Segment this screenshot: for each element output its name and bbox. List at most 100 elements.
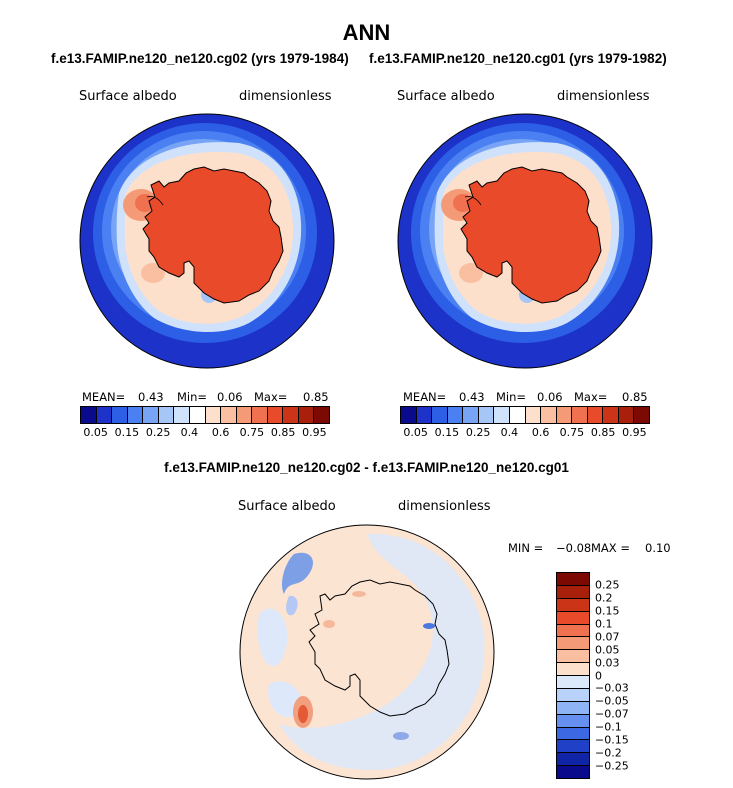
colorbar-swatch xyxy=(557,573,589,586)
colorbar-swatch xyxy=(81,407,97,423)
colorbar-tick-label: 0.75 xyxy=(559,426,585,439)
colorbar-swatch xyxy=(557,701,589,715)
colorbar-tick-label: 0.03 xyxy=(595,656,620,670)
colorbar-swatch xyxy=(587,407,604,423)
diff-max-label: MAX = xyxy=(591,541,630,555)
colorbar-swatch xyxy=(432,407,448,423)
colorbar-swatch xyxy=(221,407,237,423)
colorbar-tick-label: 0.05 xyxy=(595,643,620,657)
colorbar-swatch xyxy=(112,407,128,423)
diff-max-value: 0.10 xyxy=(645,541,671,555)
left-units-label: dimensionless xyxy=(239,89,332,104)
colorbar-tick-label: 0.6 xyxy=(211,426,230,439)
colorbar-tick-label: 0.05 xyxy=(83,426,108,439)
colorbar-swatch xyxy=(205,407,222,423)
left-variable-label: Surface albedo xyxy=(79,89,177,104)
colorbar-swatch xyxy=(127,407,144,423)
colorbar-swatch xyxy=(174,407,190,423)
colorbar-tick-label: −0.15 xyxy=(595,733,629,747)
colorbar-tick-label: 0.75 xyxy=(239,426,265,439)
left-mean-value: 0.43 xyxy=(138,390,164,404)
colorbar-tick-label: 0.4 xyxy=(180,426,199,439)
colorbar-tick-label: −0.2 xyxy=(595,746,622,760)
colorbar-tick-label: 0.25 xyxy=(595,578,620,592)
right-colorbar-labels: 0.05 0.15 0.25 0.4 0.6 0.75 0.85 0.95 xyxy=(400,426,650,440)
colorbar-swatch xyxy=(557,598,589,612)
colorbar-tick-label: 0.07 xyxy=(595,630,620,644)
colorbar-swatch xyxy=(557,740,589,754)
colorbar-swatch xyxy=(557,663,589,676)
figure-title: ANN xyxy=(342,20,391,45)
colorbar-tick-label: 0.15 xyxy=(595,604,620,618)
left-albedo-map xyxy=(79,113,335,369)
colorbar-swatch xyxy=(557,637,589,651)
colorbar-tick-label: 0.85 xyxy=(590,426,616,439)
right-mean-value: 0.43 xyxy=(459,390,485,404)
colorbar-swatch xyxy=(416,407,433,423)
colorbar-tick-label: 0.95 xyxy=(622,426,647,439)
colorbar-swatch xyxy=(557,766,589,778)
difference-map xyxy=(239,524,495,780)
colorbar-tick-label: 0.85 xyxy=(270,426,296,439)
right-albedo-map xyxy=(397,113,653,369)
colorbar-tick-label: −0.05 xyxy=(595,694,629,708)
colorbar-tick-label: −0.1 xyxy=(595,720,622,734)
colorbar-swatch xyxy=(236,407,253,423)
colorbar-swatch xyxy=(572,407,588,423)
colorbar-swatch xyxy=(158,407,175,423)
colorbar-swatch xyxy=(557,727,589,741)
colorbar-swatch xyxy=(634,407,649,423)
colorbar-swatch xyxy=(314,407,329,423)
colorbar-tick-label: 0 xyxy=(595,669,602,682)
diff-colorbar-labels: 0.25 0.2 0.15 0.1 0.07 0.05 0.03 0 −0.03 −0.05 −0.… xyxy=(595,572,675,779)
colorbar-tick-label: 0.6 xyxy=(531,426,550,439)
difference-panel-header: f.e13.FAMIP.ne120_ne120.cg02 - f.e13.FAM… xyxy=(164,460,569,475)
diff-min-value: −0.08 xyxy=(556,541,592,555)
diff-variable-label: Surface albedo xyxy=(238,499,336,514)
colorbar-swatch xyxy=(557,753,589,767)
colorbar-tick-label: 0.95 xyxy=(302,426,327,439)
diff-min-label: MIN = xyxy=(508,541,544,555)
colorbar-swatch xyxy=(541,407,557,423)
colorbar-tick-label: −0.03 xyxy=(595,681,629,695)
right-min-value: 0.06 xyxy=(537,390,563,404)
colorbar-tick-label: −0.25 xyxy=(595,759,629,773)
colorbar-swatch xyxy=(557,714,589,728)
colorbar-swatch xyxy=(525,407,542,423)
colorbar-swatch xyxy=(556,407,573,423)
colorbar-swatch xyxy=(298,407,315,423)
left-panel-header: f.e13.FAMIP.ne120_ne120.cg02 (yrs 1979-1… xyxy=(51,51,349,66)
colorbar-tick-label: −0.07 xyxy=(595,707,629,721)
right-mean-label: MEAN= xyxy=(403,390,447,404)
colorbar-swatch xyxy=(557,585,589,599)
colorbar-swatch xyxy=(401,407,417,423)
colorbar-swatch xyxy=(618,407,635,423)
colorbar-swatch xyxy=(557,688,589,702)
colorbar-swatch xyxy=(509,407,526,423)
colorbar-swatch xyxy=(557,676,589,689)
colorbar-swatch xyxy=(143,407,159,423)
right-max-value: 0.85 xyxy=(622,390,648,404)
right-min-label: Min= xyxy=(496,390,527,404)
colorbar-swatch xyxy=(557,624,589,638)
colorbar-swatch xyxy=(96,407,113,423)
diff-units-label: dimensionless xyxy=(398,499,491,514)
colorbar-swatch xyxy=(447,407,464,423)
colorbar-tick-label: 0.25 xyxy=(145,426,171,439)
colorbar-swatch xyxy=(557,650,589,664)
left-min-value: 0.06 xyxy=(217,390,243,404)
right-colorbar xyxy=(400,406,650,424)
left-mean-label: MEAN= xyxy=(82,390,126,404)
right-max-label: Max= xyxy=(574,390,608,404)
left-min-label: Min= xyxy=(177,390,208,404)
colorbar-tick-label: 0.4 xyxy=(500,426,519,439)
colorbar-tick-label: 0.05 xyxy=(403,426,428,439)
colorbar-swatch xyxy=(494,407,510,423)
left-max-label: Max= xyxy=(254,390,288,404)
colorbar-swatch xyxy=(189,407,206,423)
colorbar-swatch xyxy=(267,407,284,423)
diff-colorbar xyxy=(556,572,590,779)
left-max-value: 0.85 xyxy=(303,390,329,404)
colorbar-swatch xyxy=(478,407,495,423)
colorbar-swatch xyxy=(603,407,619,423)
